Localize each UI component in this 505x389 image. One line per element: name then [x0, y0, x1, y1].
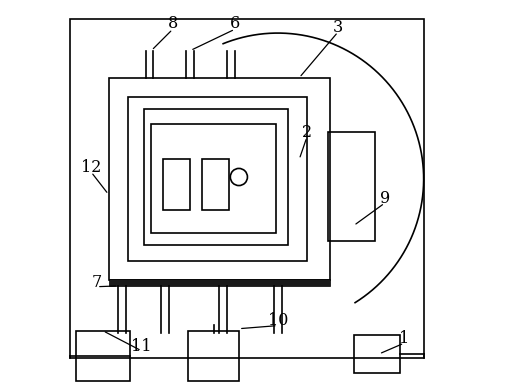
- Text: 12: 12: [81, 159, 101, 176]
- Text: 3: 3: [333, 19, 343, 36]
- Bar: [128, 97, 307, 261]
- Text: 9: 9: [380, 190, 390, 207]
- Bar: [143, 109, 287, 245]
- Bar: [152, 124, 276, 233]
- Text: 8: 8: [168, 15, 178, 32]
- Text: 6: 6: [230, 15, 240, 32]
- Bar: [70, 19, 424, 358]
- Bar: [163, 159, 190, 210]
- Text: 11: 11: [131, 338, 152, 355]
- Text: 10: 10: [268, 312, 288, 329]
- Bar: [188, 331, 239, 381]
- Bar: [354, 335, 400, 373]
- Text: 7: 7: [92, 273, 102, 291]
- Bar: [202, 159, 229, 210]
- Bar: [328, 132, 375, 241]
- Text: 1: 1: [399, 330, 410, 347]
- Bar: [109, 78, 330, 280]
- Bar: [109, 279, 330, 286]
- Bar: [76, 331, 130, 381]
- Text: 2: 2: [302, 124, 312, 141]
